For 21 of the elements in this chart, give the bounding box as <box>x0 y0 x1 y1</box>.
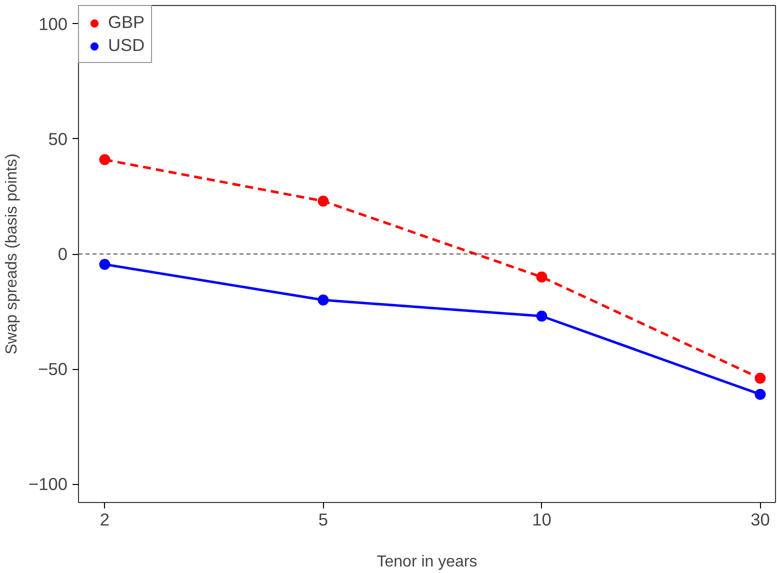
x-axis-title: Tenor in years <box>376 554 478 570</box>
y-tick-label: 100 <box>38 14 68 34</box>
point <box>536 272 548 282</box>
point <box>536 310 548 322</box>
y-tick-label: 0 <box>58 244 68 264</box>
y-tick-label: −50 <box>38 359 68 380</box>
x-tick-label: 30 <box>750 510 770 530</box>
point <box>99 154 110 166</box>
point <box>99 258 110 270</box>
y-axis-title: Swap spreads (basis points) <box>3 154 20 354</box>
point <box>754 372 766 384</box>
legend-label: USD <box>108 35 145 56</box>
x-tick-label: 10 <box>532 510 552 530</box>
point <box>318 294 329 306</box>
y-tick-label: 50 <box>48 128 68 149</box>
x-tick-label: 5 <box>318 510 328 530</box>
point <box>754 388 766 400</box>
x-tick-label: 2 <box>100 510 110 530</box>
legend-label: GBP <box>108 12 145 33</box>
point <box>318 196 329 207</box>
y-tick-label: −100 <box>28 474 68 494</box>
